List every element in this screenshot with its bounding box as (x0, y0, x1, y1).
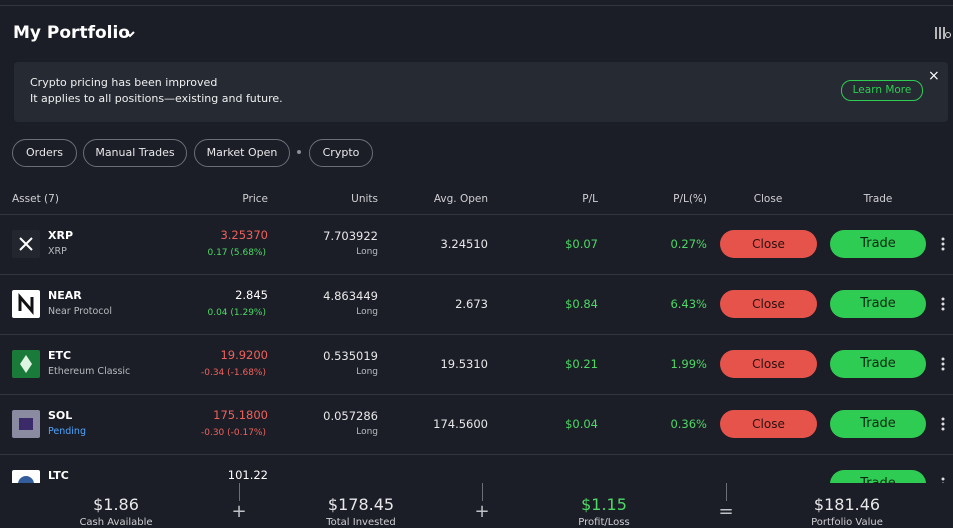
units: 4.863449 (323, 289, 378, 303)
avg-open: 3.24510 (440, 237, 488, 251)
asset-symbol: LTC (48, 469, 69, 482)
position-row[interactable]: ETC Ethereum Classic 19.9200 -0.34 (-1.68%)… (0, 335, 953, 395)
profit-loss: $0.07 (565, 237, 598, 251)
profit-loss-pct: 6.43% (670, 297, 707, 311)
column-settings[interactable] (934, 26, 952, 40)
close-button[interactable]: Close (720, 350, 817, 378)
summary-separator (239, 483, 240, 501)
dropdown-chevron[interactable] (124, 30, 136, 40)
price-change: -0.30 (-0.17%) (200, 428, 266, 438)
asset-icon (12, 470, 40, 483)
summary-separator (482, 483, 483, 501)
summary-value: $1.86 (93, 495, 139, 514)
profit-loss: $0.21 (565, 357, 598, 371)
row-menu[interactable] (940, 417, 946, 431)
trade-button[interactable]: Trade (830, 230, 926, 258)
portfolio-title[interactable]: My Portfolio (13, 23, 130, 43)
profit-loss-pct: 1.99% (670, 357, 707, 371)
summary-operator: + (474, 501, 490, 522)
asset-name: XRP (48, 246, 67, 257)
separator-dot (297, 150, 301, 154)
price: 175.1800 (213, 408, 268, 422)
units: 7.703922 (323, 229, 378, 243)
column-header: Price (242, 193, 268, 205)
position-row[interactable]: XRP XRP 3.25370 0.17 (5.68%) 7.703922 Long 3.2… (0, 215, 953, 275)
summary-value: $1.15 (581, 495, 627, 514)
price: 2.845 (235, 288, 268, 302)
profit-loss-pct: 0.36% (670, 417, 707, 431)
side: Long (356, 247, 378, 257)
filter-pill[interactable]: Crypto (309, 139, 373, 167)
summary-value: $181.46 (813, 495, 881, 514)
asset-icon (12, 410, 40, 438)
price: 101.22 (227, 468, 268, 482)
summary-value: $178.45 (327, 495, 395, 514)
trade-button[interactable]: Trade (830, 470, 926, 483)
top-border (0, 0, 953, 6)
learn-more-button[interactable]: Learn More (841, 80, 923, 101)
avg-open: 174.5600 (433, 417, 488, 431)
row-menu[interactable] (940, 357, 946, 371)
asset-name: Ethereum Classic (48, 366, 131, 377)
asset-icon (12, 290, 40, 318)
row-menu[interactable] (940, 477, 946, 483)
profit-loss-pct: 0.27% (670, 237, 707, 251)
header-divider (0, 214, 953, 215)
summary-operator: + (231, 501, 247, 522)
column-header: Avg. Open (433, 193, 488, 205)
side: Long (356, 427, 378, 437)
summary-separator (726, 483, 727, 501)
asset-symbol: SOL (48, 409, 73, 422)
price-change: -0.34 (-1.68%) (200, 368, 266, 378)
column-header: P/L(%) (673, 193, 707, 205)
summary-operator: = (718, 501, 734, 522)
filter-pill[interactable]: Orders (12, 139, 77, 167)
profit-loss: $0.84 (565, 297, 598, 311)
units: 0.057286 (323, 409, 378, 423)
asset-symbol: ETC (48, 349, 72, 362)
banner-close[interactable]: × (928, 68, 940, 84)
filter-pill[interactable]: Manual Trades (83, 139, 187, 167)
side: Long (356, 367, 378, 377)
trade-button[interactable]: Trade (830, 350, 926, 378)
price-change: 0.17 (5.68%) (207, 248, 266, 258)
filter-pill[interactable]: Market Open (194, 139, 290, 167)
price: 3.25370 (220, 228, 268, 242)
asset-name: Pending (48, 426, 86, 437)
position-row[interactable]: LTC 101.22 Trade (0, 455, 953, 483)
banner-line: Crypto pricing has been improved (30, 76, 218, 89)
close-button[interactable]: Close (720, 290, 817, 318)
close-button[interactable]: Close (720, 410, 817, 438)
asset-icon (12, 350, 40, 378)
positions-list: XRP XRP 3.25370 0.17 (5.68%) 7.703922 Long 3.2… (0, 215, 953, 483)
info-banner: Crypto pricing has been improved It appl… (14, 62, 948, 122)
avg-open: 19.5310 (440, 357, 488, 371)
asset-symbol: XRP (48, 229, 74, 242)
column-header: Units (351, 193, 378, 205)
asset-symbol: NEAR (48, 289, 82, 302)
column-header: P/L (582, 193, 598, 205)
price-change: 0.04 (1.29%) (207, 308, 266, 318)
trade-button[interactable]: Trade (830, 410, 926, 438)
price: 19.9200 (220, 348, 268, 362)
banner-line: It applies to all positions—existing and… (30, 92, 283, 105)
trade-button[interactable]: Trade (830, 290, 926, 318)
profit-loss: $0.04 (565, 417, 598, 431)
column-header: Asset (7) (12, 193, 59, 205)
row-menu[interactable] (940, 297, 946, 311)
side: Long (356, 307, 378, 317)
row-menu[interactable] (940, 237, 946, 251)
units: 0.535019 (323, 349, 378, 363)
column-header: Trade (863, 193, 893, 205)
asset-icon (12, 230, 40, 258)
close-button[interactable]: Close (720, 230, 817, 258)
avg-open: 2.673 (455, 297, 488, 311)
summary-bar: $1.86 Cash Available $178.45 Total Invested… (0, 483, 953, 528)
column-header: Close (753, 193, 783, 205)
position-row[interactable]: NEAR Near Protocol 2.845 0.04 (1.29%) 4.8634… (0, 275, 953, 335)
asset-name: Near Protocol (48, 306, 112, 317)
position-row[interactable]: SOL Pending 175.1800 -0.30 (-0.17%) 0.057286… (0, 395, 953, 455)
